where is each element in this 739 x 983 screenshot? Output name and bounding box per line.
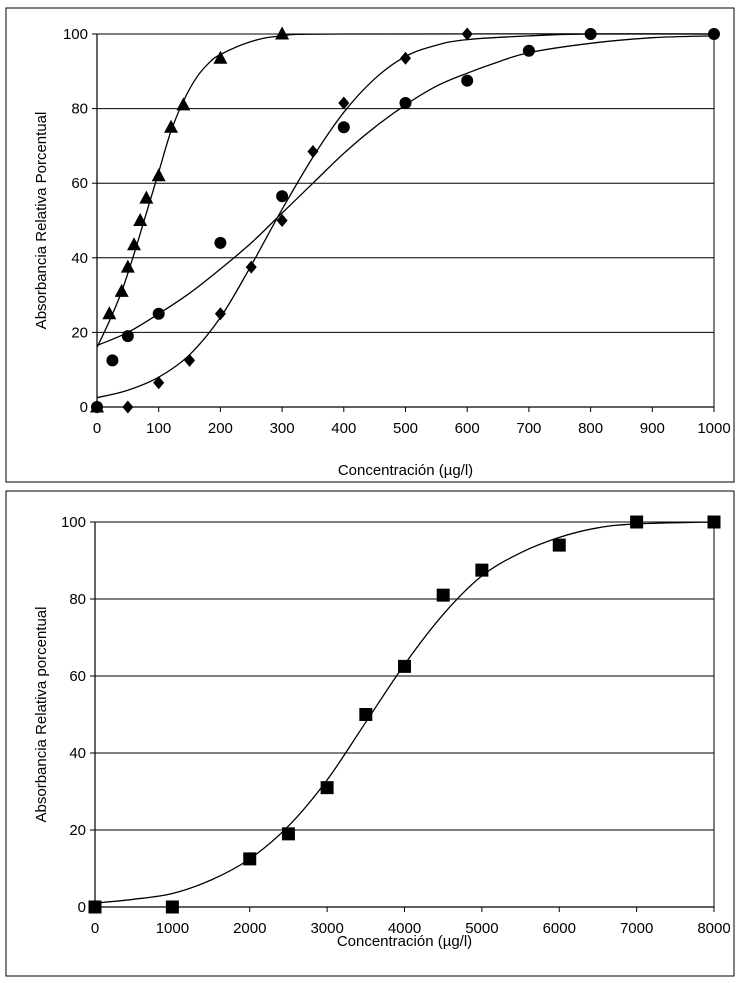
chart-1-point-circle-8	[461, 74, 474, 87]
chart-1-point-circle-7	[399, 97, 412, 110]
chart-1-point-triangle-8	[164, 119, 179, 133]
chart-2-point-square-11	[707, 515, 721, 529]
chart-1-point-diamond-9	[400, 51, 411, 65]
chart-1-x-tick-label-7: 700	[516, 420, 541, 437]
chart-2-fit-curve-square	[94, 521, 715, 904]
chart-1-x-tick-label-0: 0	[93, 420, 101, 437]
chart-2-point-square-0	[88, 900, 102, 914]
chart-1-point-circle-10	[584, 28, 597, 40]
chart-2-x-tick-label-6: 6000	[543, 920, 576, 937]
chart-2-x-tick-label-4: 4000	[388, 920, 421, 937]
chart-2-frame	[5, 490, 735, 977]
chart-1-point-diamond-6	[276, 214, 288, 227]
chart-2-y-axis-label: Absorbancia Relativa porcentual	[33, 607, 50, 823]
chart-2-x-tick-label-7: 7000	[620, 920, 653, 937]
chart-2-point-square-4	[320, 781, 334, 795]
chart-1-point-circle-4	[214, 236, 227, 249]
chart-2-x-tick-label-2: 2000	[233, 920, 266, 937]
chart-2-point-square-8	[475, 563, 489, 577]
chart-1-point-triangle-9	[176, 97, 191, 111]
chart-1-point-circle-2	[121, 330, 134, 343]
chart-2-fit-curves	[94, 521, 715, 904]
chart-1-y-tick-label-1: 20	[71, 324, 88, 341]
chart-1-point-diamond-7	[307, 144, 319, 158]
chart-1-y-axis-label: Absorbancia Relativa Porcentual	[33, 112, 50, 330]
chart-1-point-circle-5	[276, 190, 289, 203]
chart-1-y-tick-label-5: 100	[63, 26, 88, 43]
chart-1-x-tick-label-5: 500	[393, 420, 418, 437]
chart-1-point-circle-1	[106, 354, 119, 367]
chart-1-point-triangle-6	[139, 190, 154, 204]
chart-2-x-tick-label-5: 5000	[465, 920, 498, 937]
chart-1-point-triangle-4	[127, 237, 142, 251]
chart-1-x-tick-label-6: 600	[455, 420, 480, 437]
chart-2-x-tick-label-1: 1000	[156, 920, 189, 937]
chart-1-markers	[90, 26, 720, 414]
chart-2-point-square-7	[436, 588, 450, 602]
chart-1-y-tick-label-2: 40	[71, 250, 88, 267]
chart-1-point-triangle-5	[133, 213, 148, 226]
chart-2-point-square-10	[630, 515, 644, 529]
chart-1-point-diamond-10	[461, 27, 473, 41]
chart-1-point-diamond-0	[91, 400, 103, 414]
chart-2-x-axis-label: Concentración (µg/l)	[337, 933, 472, 950]
chart-1-x-tick-label-8: 800	[578, 420, 603, 437]
chart-1-point-circle-3	[152, 307, 165, 320]
chart-1-x-tick-label-2: 200	[208, 420, 233, 437]
chart-2-point-square-6	[398, 659, 411, 673]
chart-1-fit-curve-diamond	[96, 33, 715, 399]
chart-1-point-diamond-1	[122, 400, 134, 414]
chart-2-point-square-5	[359, 708, 373, 721]
chart-2-y-tick-label-2: 40	[69, 745, 86, 762]
chart-1-axes	[92, 33, 715, 412]
chart-1-point-circle-6	[337, 121, 350, 134]
chart-1-point-triangle-1	[102, 306, 117, 320]
chart-1-point-diamond-5	[245, 260, 257, 274]
chart-1-x-axis-label: Concentración (µg/l)	[338, 462, 473, 479]
chart-1-x-tick-label-10: 1000	[697, 420, 730, 437]
chart-1-x-tick-label-3: 300	[270, 420, 295, 437]
chart-2-point-square-3	[281, 827, 295, 841]
chart-2-markers	[88, 515, 721, 914]
chart-1-point-triangle-2	[114, 283, 129, 297]
chart-1-x-tick-label-1: 100	[146, 420, 171, 437]
chart-1-point-circle-9	[522, 44, 535, 57]
chart-1-x-tick-label-9: 900	[640, 420, 665, 437]
chart-2-y-tick-label-3: 60	[69, 668, 86, 685]
chart-1-point-triangle-7	[151, 168, 166, 182]
chart-1-point-diamond-3	[184, 353, 196, 367]
chart-1-x-tick-label-4: 400	[331, 420, 356, 437]
chart-1-y-tick-label-4: 80	[71, 101, 88, 118]
chart-1-frame	[5, 7, 735, 483]
chart-1-point-diamond-8	[338, 96, 350, 110]
chart-2-gridlines	[95, 521, 714, 831]
chart-2-x-tick-label-3: 3000	[310, 920, 343, 937]
chart-1-y-tick-label-0: 0	[80, 399, 88, 416]
chart-1-point-triangle-3	[120, 259, 135, 273]
chart-1-y-tick-label-3: 60	[71, 175, 88, 192]
chart-2-axes	[90, 521, 715, 912]
chart-1-point-diamond-4	[214, 307, 226, 321]
chart-1-point-circle-11	[708, 28, 720, 40]
chart-2-y-tick-label-5: 100	[61, 514, 86, 531]
chart-2-y-tick-label-4: 80	[69, 591, 86, 608]
chart-2-point-square-9	[552, 538, 566, 552]
chart-2-y-tick-label-1: 20	[69, 822, 86, 839]
chart-2-x-tick-label-8: 8000	[697, 920, 730, 937]
chart-2-y-tick-label-0: 0	[78, 899, 86, 916]
chart-1-point-diamond-2	[153, 376, 165, 390]
chart-2-point-square-1	[165, 900, 179, 914]
chart-1-point-triangle-10	[213, 50, 228, 64]
chart-2-point-square-2	[243, 852, 257, 866]
chart-1-point-triangle-11	[275, 26, 290, 40]
chart-2-x-tick-label-0: 0	[91, 920, 99, 937]
